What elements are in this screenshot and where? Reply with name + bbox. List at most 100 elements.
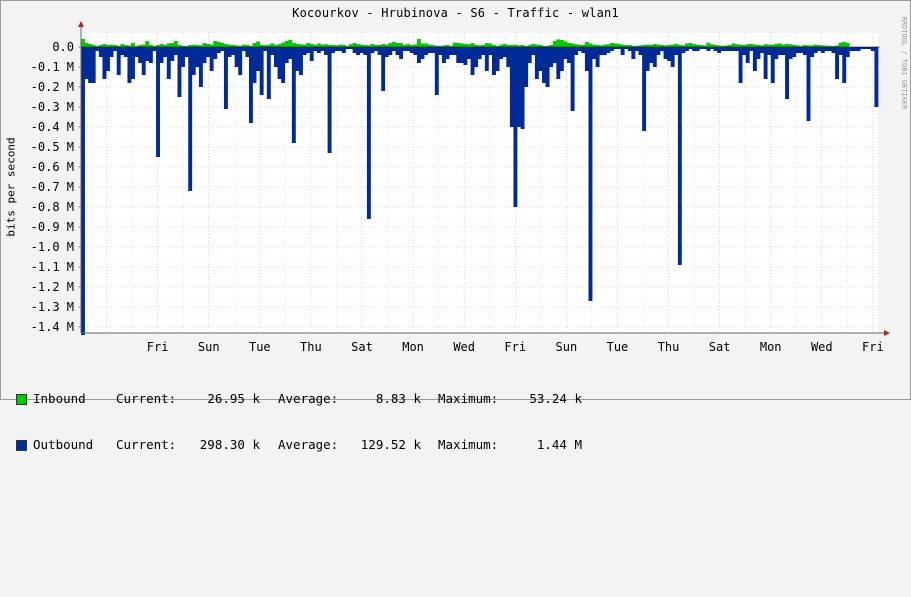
outbound-bar	[252, 47, 257, 83]
outbound-bar	[835, 47, 840, 79]
inbound-bar	[341, 45, 346, 47]
outbound-bar	[148, 47, 153, 63]
x-tick-label: Wed	[453, 340, 475, 354]
y-tick-label: -1.3 M	[31, 300, 74, 314]
outbound-bar	[756, 47, 761, 59]
x-tick-label: Sun	[198, 340, 220, 354]
axes	[78, 21, 890, 336]
outbound-bar	[220, 47, 225, 51]
inbound-bar	[470, 43, 475, 47]
inbound-bar	[95, 46, 100, 47]
outbound-bar	[374, 47, 378, 51]
inbound-bar	[581, 45, 586, 47]
outbound-bar	[459, 47, 464, 63]
outbound-bar	[538, 47, 543, 71]
outbound-bar	[341, 47, 346, 53]
inbound-bar	[531, 43, 536, 47]
outbound-bar	[695, 47, 700, 51]
outbound-bar	[527, 47, 532, 63]
outbound-bar	[363, 47, 368, 55]
outbound-bar	[409, 47, 414, 53]
inbound-bar	[363, 45, 368, 47]
outbound-bar	[391, 47, 396, 51]
inbound-bar	[634, 45, 639, 47]
inbound-bar	[384, 44, 389, 47]
inbound-bar	[148, 45, 153, 47]
inbound-bar	[735, 44, 739, 47]
outbound-bar	[245, 47, 250, 57]
inbound-bar	[552, 41, 557, 47]
legend-maximum-label: Maximum:	[438, 391, 499, 406]
outbound-bar	[131, 47, 135, 79]
inbound-bar	[549, 45, 554, 47]
outbound-bar	[652, 47, 657, 67]
x-tick-label: Thu	[658, 340, 680, 354]
inbound-bar	[785, 43, 789, 47]
outbound-bar	[81, 47, 85, 335]
inbound-bar	[520, 45, 525, 47]
inbound-bar	[717, 45, 722, 47]
outbound-bar	[295, 47, 300, 71]
legend-series-name: Outbound	[33, 437, 94, 452]
inbound-bar	[134, 46, 139, 47]
outbound-bar	[770, 47, 775, 83]
inbound-bar	[309, 43, 314, 47]
inbound-bar	[763, 44, 768, 47]
outbound-bar	[531, 47, 536, 55]
outbound-bar	[499, 47, 504, 59]
inbound-bar	[592, 44, 596, 47]
outbound-bar	[349, 47, 353, 49]
outbound-bar	[338, 47, 343, 51]
outbound-bar	[395, 47, 400, 55]
inbound-bar	[141, 44, 146, 47]
outbound-bar	[259, 47, 264, 95]
inbound-bar	[570, 43, 575, 47]
inbound-bar	[299, 44, 303, 47]
outbound-bar	[674, 47, 679, 55]
inbound-bar	[492, 45, 496, 47]
y-tick-labels: 0.0 -0.1 M -0.2 M -0.3 M -0.4 M -0.5 M -0.6 M -…	[31, 40, 74, 334]
inbound-bar	[152, 46, 157, 47]
outbound-bar	[438, 47, 443, 55]
outbound-bar	[863, 47, 868, 49]
inbound-bar	[395, 43, 400, 47]
legend-average-label: Average:	[278, 391, 339, 406]
inbound-bar	[813, 44, 818, 47]
outbound-bar	[781, 47, 786, 55]
inbound-bar	[538, 45, 543, 47]
outbound-bar	[788, 47, 793, 59]
outbound-bar	[556, 47, 561, 79]
inbound-series	[81, 39, 879, 48]
outbound-bar	[474, 47, 479, 67]
outbound-bar	[206, 47, 211, 57]
legend-current-value: 298.30 k	[199, 437, 260, 452]
legend-average-label: Average:	[278, 437, 339, 452]
outbound-bar	[763, 47, 768, 79]
inbound-bar	[316, 43, 321, 47]
inbound-bar	[356, 44, 361, 47]
inbound-bar	[613, 43, 618, 47]
inbound-bar	[198, 45, 203, 47]
inbound-bar	[831, 46, 836, 47]
y-tick-label: -0.9 M	[31, 220, 74, 234]
inbound-bar	[638, 45, 643, 47]
outbound-bar	[731, 47, 736, 51]
inbound-bar	[409, 45, 414, 47]
outbound-bar	[720, 47, 725, 51]
outbound-bar	[806, 47, 811, 121]
inbound-bar	[306, 43, 311, 47]
outbound-bar	[685, 47, 689, 51]
legend-maximum-value: 53.24 k	[529, 391, 582, 406]
outbound-bar	[477, 47, 482, 59]
outbound-bar	[856, 47, 861, 51]
inbound-bar	[416, 39, 421, 47]
outbound-bar	[327, 47, 332, 153]
outbound-bar	[402, 47, 407, 51]
outbound-bar	[406, 47, 411, 51]
x-tick-label: Sat	[351, 340, 373, 354]
outbound-bar	[188, 47, 193, 191]
outbound-bar	[699, 47, 704, 49]
inbound-bar	[685, 43, 689, 47]
outbound-bar	[145, 47, 150, 61]
outbound-bar	[874, 47, 879, 107]
